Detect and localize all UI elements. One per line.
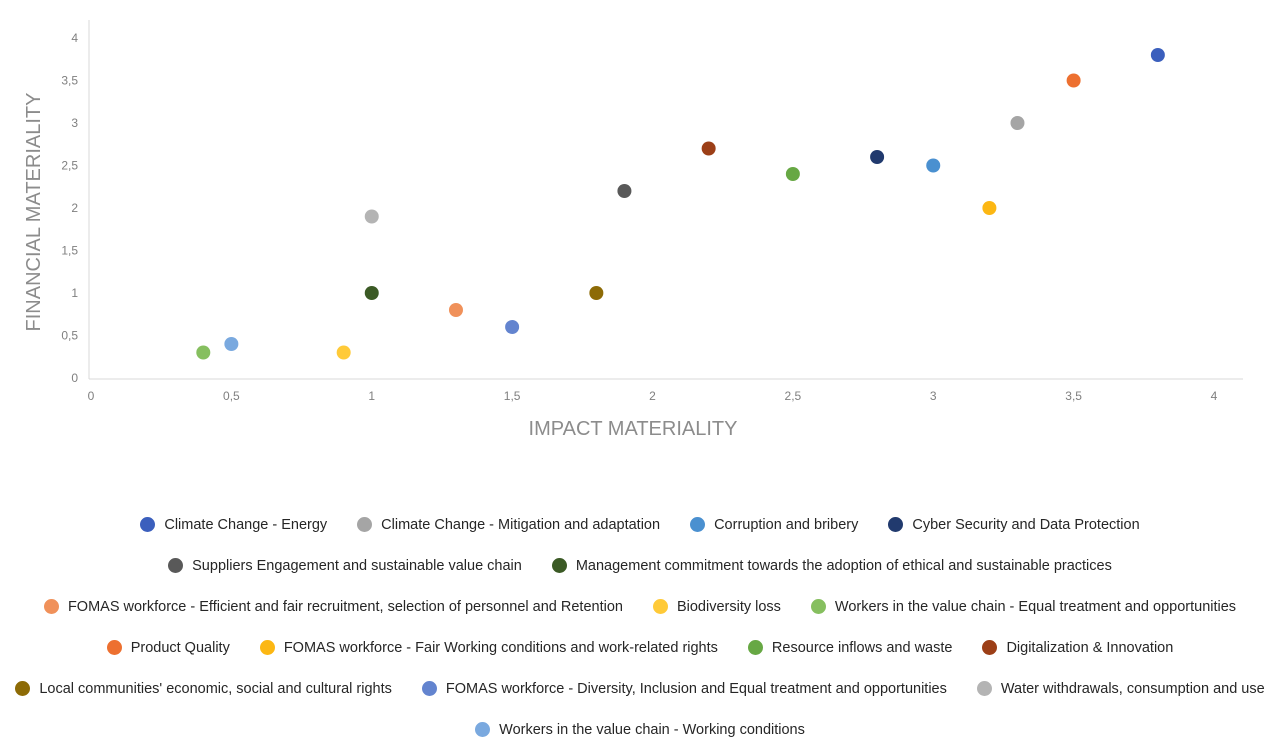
legend-marker-icon	[690, 517, 706, 532]
legend-label: Local communities' economic, social and …	[39, 680, 392, 697]
legend-marker-icon	[976, 681, 992, 696]
legend-item: Corruption and bribery	[690, 517, 858, 533]
y-tick-label: 2,5	[61, 159, 78, 173]
legend-label: FOMAS workforce - Diversity, Inclusion a…	[445, 680, 947, 697]
legend-label: Product Quality	[130, 639, 230, 656]
y-tick-label: 1,5	[61, 244, 78, 258]
x-tick-label: 2,5	[785, 389, 802, 403]
legend-row: Product Quality FOMAS workforce - Fair Wo…	[0, 627, 1280, 668]
x-tick-label: 3,5	[1065, 389, 1082, 403]
legend-item: Workers in the value chain - Working con…	[475, 722, 805, 738]
data-point	[870, 150, 885, 164]
legend-item: Product Quality	[106, 639, 230, 656]
legend-row: FOMAS workforce - Efficient and fair rec…	[0, 586, 1280, 627]
legend-marker-icon	[888, 517, 904, 532]
legend-item: FOMAS workforce - Diversity, Inclusion a…	[421, 680, 947, 697]
legend-marker-icon	[652, 599, 668, 614]
legend-row: Climate Change - Energy Climate Change - …	[0, 504, 1280, 545]
legend-label: Biodiversity loss	[676, 598, 781, 615]
chart-legend: Climate Change - Energy Climate Change - …	[0, 504, 1280, 750]
y-tick-label: 3,5	[61, 74, 78, 88]
data-point	[448, 303, 463, 317]
data-point	[364, 286, 379, 300]
legend-item: Management commitment towards the adopti…	[551, 557, 1112, 574]
y-tick-label: 3	[71, 116, 78, 130]
data-point	[1150, 48, 1165, 62]
data-point	[617, 184, 632, 198]
legend-marker-icon	[357, 517, 373, 532]
legend-item: FOMAS workforce - Fair Working condition…	[259, 639, 718, 656]
legend-item: Climate Change - Mitigation and adaptati…	[357, 517, 660, 533]
y-tick-labels: 0 0,5 1 1,5 2 2,5 3 3,5 4	[61, 31, 78, 385]
legend-marker-icon	[43, 599, 59, 614]
legend-marker-icon	[15, 681, 31, 696]
legend-row: Suppliers Engagement and sustainable val…	[0, 545, 1280, 586]
legend-item: Workers in the value chain - Equal treat…	[810, 598, 1237, 615]
legend-row: Workers in the value chain - Working con…	[0, 709, 1280, 750]
legend-item: Water withdrawals, consumption and use	[976, 680, 1265, 697]
legend-label: FOMAS workforce - Efficient and fair rec…	[67, 598, 623, 615]
legend-label: FOMAS workforce - Fair Working condition…	[283, 639, 718, 656]
data-point	[1066, 73, 1081, 88]
data-point	[505, 320, 520, 334]
data-point	[196, 345, 211, 360]
legend-marker-icon	[140, 517, 156, 532]
legend-marker-icon	[259, 640, 275, 655]
legend-item: Biodiversity loss	[652, 598, 781, 615]
x-tick-label: 2	[649, 389, 656, 403]
legend-item: Local communities' economic, social and …	[15, 681, 392, 697]
data-point	[785, 167, 800, 181]
x-tick-label: 1,5	[504, 389, 521, 403]
x-tick-label: 3	[930, 389, 937, 403]
legend-label: Corruption and bribery	[714, 516, 859, 533]
legend-label: Workers in the value chain - Working con…	[499, 721, 805, 738]
y-tick-label: 4	[71, 31, 78, 45]
legend-marker-icon	[747, 640, 763, 655]
x-tick-label: 1	[368, 389, 375, 403]
legend-marker-icon	[551, 558, 567, 573]
legend-label: Climate Change - Energy	[164, 516, 328, 533]
data-point	[336, 345, 351, 360]
legend-item: FOMAS workforce - Efficient and fair rec…	[43, 598, 623, 615]
data-point	[926, 158, 941, 173]
data-point	[589, 286, 604, 300]
data-points	[196, 48, 1165, 360]
y-axis-title: FINANCIAL MATERIALITY	[23, 93, 45, 332]
y-tick-label: 0	[71, 371, 78, 385]
data-point	[701, 141, 716, 156]
legend-label: Climate Change - Mitigation and adaptati…	[381, 516, 661, 533]
legend-row: Local communities' economic, social and …	[0, 668, 1280, 709]
y-tick-label: 0,5	[61, 329, 78, 343]
x-tick-label: 0	[88, 389, 95, 403]
legend-label: Water withdrawals, consumption and use	[1000, 680, 1265, 697]
legend-item: Cyber Security and Data Protection	[888, 516, 1140, 533]
legend-label: Cyber Security and Data Protection	[912, 516, 1140, 533]
data-point	[982, 201, 997, 215]
x-tick-label: 0,5	[223, 389, 240, 403]
data-point	[1010, 116, 1025, 130]
y-tick-label: 1	[71, 286, 78, 300]
legend-label: Digitalization & Innovation	[1006, 639, 1174, 656]
x-tick-label: 4	[1211, 389, 1218, 403]
x-tick-labels: 0 0,5 1 1,5 2 2,5 3 3,5 4	[88, 389, 1218, 403]
legend-marker-icon	[982, 640, 998, 655]
scatter-chart: 0 0,5 1 1,5 2 2,5 3 3,5 4 0 0,5 1 1,5 2 2,5 3 3,5 4 IMPA…	[23, 20, 1243, 440]
x-axis-title: IMPACT MATERIALITY	[529, 418, 738, 440]
legend-marker-icon	[421, 681, 437, 696]
legend-marker-icon	[168, 558, 184, 573]
data-point	[364, 209, 379, 224]
legend-label: Workers in the value chain - Equal treat…	[834, 598, 1237, 615]
data-point	[224, 337, 239, 351]
legend-marker-icon	[106, 640, 122, 655]
legend-item: Resource inflows and waste	[747, 639, 953, 656]
legend-item: Climate Change - Energy	[140, 517, 327, 533]
legend-label: Suppliers Engagement and sustainable val…	[192, 557, 522, 574]
legend-label: Resource inflows and waste	[771, 639, 953, 656]
legend-label: Management commitment towards the adopti…	[575, 557, 1112, 574]
y-tick-label: 2	[71, 201, 78, 215]
legend-item: Suppliers Engagement and sustainable val…	[168, 558, 522, 574]
legend-marker-icon	[810, 599, 826, 614]
legend-item: Digitalization & Innovation	[982, 640, 1173, 656]
legend-marker-icon	[475, 722, 491, 737]
